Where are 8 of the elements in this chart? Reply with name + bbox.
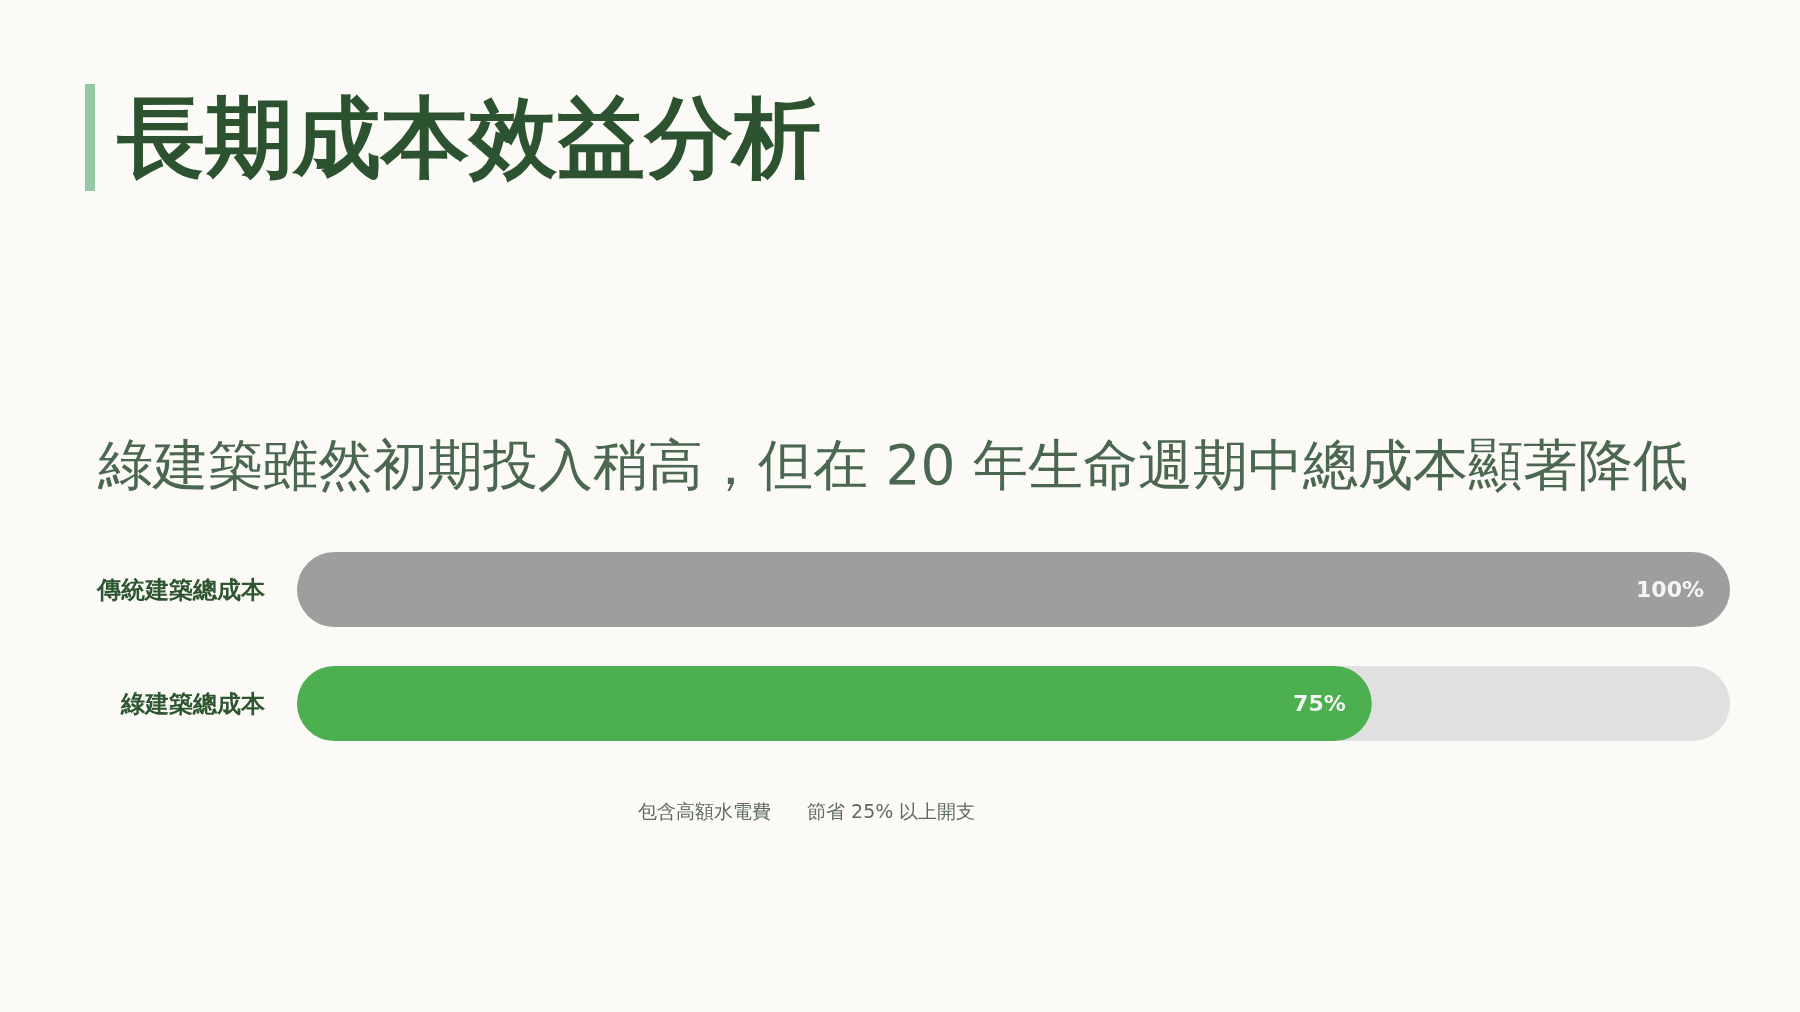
chart-title: 長期成本效益分析	[117, 85, 821, 189]
data-label: 75%	[1293, 691, 1346, 716]
text: 包含高額水電費	[638, 799, 771, 824]
chart-subtitle: 綠建築雖然初期投入稍高，但在 20 年生命週期中總成本顯著降低	[98, 432, 1688, 499]
data-label: 100%	[1636, 577, 1704, 602]
y-tick-label: 綠建築總成本	[120, 689, 266, 718]
text: 節省 25% 以上開支	[807, 799, 976, 824]
y-tick-label: 傳統建築總成本	[96, 575, 266, 604]
